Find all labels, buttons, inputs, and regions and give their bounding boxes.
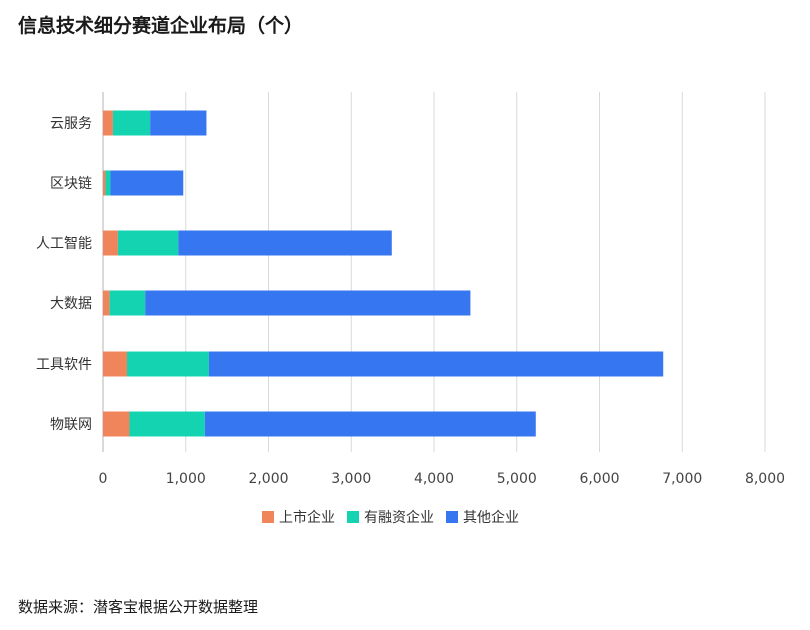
x-tick-label: 2,000	[248, 471, 288, 487]
bar-segment	[208, 351, 664, 377]
legend-swatch-funded	[347, 511, 359, 523]
bar-segment	[103, 290, 110, 316]
x-tick-labels: 0 1,000 2,000 3,000 4,000 5,000 6,000 7,000 8,00…	[99, 471, 786, 487]
category-label: 区块链	[50, 176, 92, 192]
bar-segment	[109, 290, 146, 316]
x-tick-label: 4,000	[414, 471, 454, 487]
category-label: 工具软件	[36, 357, 92, 373]
bar-segment	[117, 230, 179, 256]
grid-lines	[102, 92, 766, 452]
x-tick-label: 3,000	[331, 471, 371, 487]
legend-label-listed: 上市企业	[279, 510, 335, 526]
x-tick-label: 8,000	[745, 471, 785, 487]
legend-swatch-listed	[262, 511, 274, 523]
bar-segment	[145, 290, 471, 316]
legend: 上市企业 有融资企业 其他企业	[262, 507, 531, 527]
legend-label-other: 其他企业	[463, 510, 519, 526]
category-label: 大数据	[50, 296, 92, 312]
legend-item-funded: 有融资企业	[347, 507, 434, 527]
bar-segment	[150, 110, 207, 136]
legend-swatch-other	[446, 511, 458, 523]
data-source-note: 数据来源：潜客宝根据公开数据整理	[18, 598, 259, 616]
bar-segment	[105, 170, 111, 196]
legend-item-other: 其他企业	[446, 507, 519, 527]
x-tick-label: 7,000	[662, 471, 702, 487]
legend-item-listed: 上市企业	[262, 507, 335, 527]
bar-segment	[126, 351, 209, 377]
bar-segment	[129, 411, 205, 437]
bar-segment	[112, 110, 151, 136]
x-tick-label: 1,000	[166, 471, 206, 487]
bars	[103, 110, 664, 437]
chart-title: 信息技术细分赛道企业布局（个）	[18, 15, 304, 37]
bar-segment	[178, 230, 392, 256]
bar-segment	[103, 411, 130, 437]
category-label: 云服务	[50, 116, 92, 132]
x-tick-label: 5,000	[497, 471, 537, 487]
legend-label-funded: 有融资企业	[364, 510, 434, 526]
category-label: 物联网	[50, 417, 92, 433]
bar-segment	[204, 411, 536, 437]
category-label: 人工智能	[36, 236, 92, 252]
bar-segment	[103, 230, 118, 256]
bar-segment	[103, 170, 106, 196]
bar-segment	[103, 110, 113, 136]
x-tick-label: 0	[99, 471, 108, 487]
x-tick-label: 6,000	[579, 471, 619, 487]
bar-segment	[110, 170, 184, 196]
bar-segment	[103, 351, 127, 377]
